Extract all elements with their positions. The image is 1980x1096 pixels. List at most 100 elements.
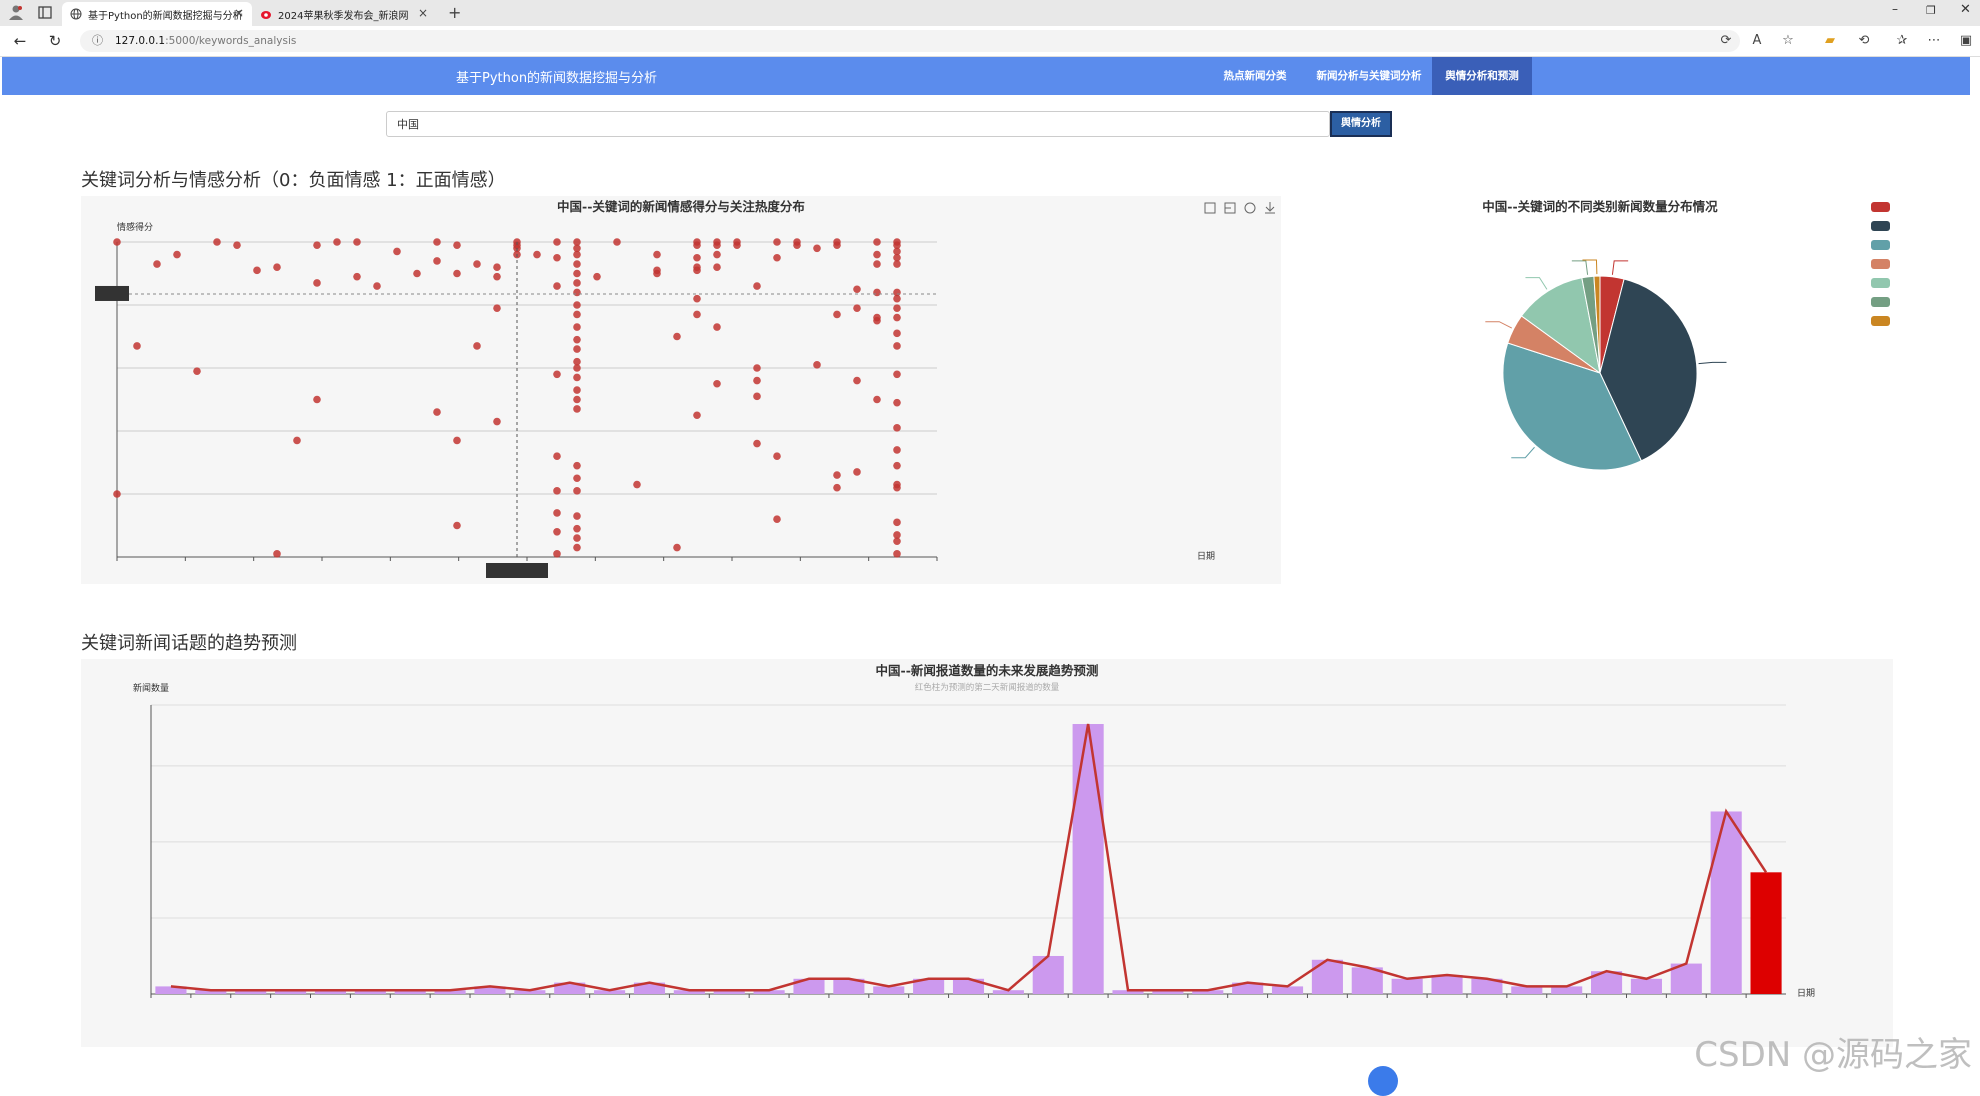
csdn-watermark: CSDN @源码之家 — [1694, 1035, 1972, 1075]
scatter-point — [393, 247, 401, 256]
profile-icon[interactable] — [8, 4, 24, 20]
scatter-point — [453, 241, 461, 249]
news-count-bar — [913, 978, 945, 994]
scatter-point — [573, 260, 581, 268]
scatter-point — [573, 386, 581, 394]
tab-news-analysis[interactable]: 基于Python的新闻数据挖掘与分析 × — [62, 2, 252, 26]
more-options-icon[interactable]: ⋯ — [1927, 33, 1941, 48]
close-window-icon[interactable]: ✕ — [1960, 2, 1971, 17]
floating-assistant-icon[interactable] — [1368, 1066, 1398, 1096]
news-count-bar — [554, 982, 586, 994]
scatter-point — [313, 279, 321, 287]
scatter-x-pointer-box — [486, 563, 548, 578]
scatter-point — [893, 424, 901, 432]
back-icon[interactable]: ← — [13, 32, 27, 50]
site-info-icon[interactable]: ⓘ — [92, 34, 103, 47]
scatter-point — [553, 282, 561, 290]
scatter-point — [773, 452, 781, 461]
news-count-bar — [1471, 978, 1503, 994]
scatter-point — [593, 272, 601, 281]
scatter-point — [853, 376, 861, 385]
restore-icon[interactable]: ❐ — [1926, 4, 1936, 17]
pie-legend-swatch — [1871, 202, 1890, 212]
close-tab-icon[interactable]: × — [417, 6, 428, 20]
scatter-point — [453, 436, 461, 445]
close-tab-icon[interactable]: × — [233, 6, 244, 20]
tab-sina[interactable]: 2024苹果秋季发布会_新浪网 × — [252, 2, 436, 26]
read-aloud-icon[interactable]: A — [1752, 33, 1762, 48]
scatter-point — [893, 550, 901, 558]
scatter-point — [693, 294, 701, 303]
scatter-y-pointer-box — [95, 285, 129, 301]
sentiment-analysis-button[interactable]: 舆情分析 — [1330, 111, 1392, 137]
extension-folder-icon[interactable]: ▰ — [1825, 33, 1835, 48]
pie-label-line — [1582, 259, 1598, 275]
minimize-icon[interactable]: – — [1892, 2, 1898, 16]
favorites-icon[interactable]: ✰ — [1896, 33, 1908, 48]
scatter-point — [233, 241, 241, 249]
scatter-point — [193, 367, 201, 375]
sina-logo-icon — [260, 8, 272, 20]
zoom-icon[interactable] — [1204, 202, 1216, 214]
keyword-search-input[interactable] — [386, 111, 1330, 137]
scatter-point — [493, 304, 501, 312]
news-count-bar — [1590, 971, 1623, 994]
bar-y-axis-label: 新闻数量 — [133, 682, 169, 694]
zoom-reset-icon[interactable] — [1224, 202, 1236, 214]
news-count-bar — [1032, 955, 1064, 994]
scatter-point — [573, 288, 581, 297]
scatter-point — [273, 263, 281, 271]
pie-slice — [1520, 277, 1601, 375]
scatter-point — [753, 439, 761, 448]
save-image-icon[interactable] — [1265, 202, 1275, 214]
translate-icon[interactable]: ⟳ — [1720, 33, 1732, 48]
scatter-point — [553, 238, 561, 246]
scatter-point — [573, 364, 581, 372]
restore-chart-icon[interactable] — [1244, 202, 1256, 214]
scatter-point — [433, 257, 441, 265]
nav-news-keyword-analysis[interactable]: 新闻分析与关键词分析 — [1316, 70, 1422, 82]
scatter-point — [773, 238, 781, 246]
scatter-point — [833, 483, 841, 492]
scatter-point — [573, 543, 581, 552]
scatter-point — [893, 247, 901, 256]
pie-legend-swatch — [1871, 297, 1890, 307]
news-count-bar — [594, 990, 626, 994]
url-field[interactable]: ⓘ 127.0.0.1:5000/keywords_analysis — [80, 30, 1740, 52]
scatter-point — [573, 357, 581, 366]
nav-hot-news-classification[interactable]: 热点新闻分类 — [1223, 70, 1287, 82]
bar-x-axis-label: 日期 — [1797, 988, 1815, 999]
sidebar-toggle-icon[interactable]: ▣ — [1959, 33, 1973, 48]
sync-icon[interactable]: ⟲ — [1858, 33, 1870, 48]
scatter-point — [473, 342, 481, 350]
favorite-star-icon[interactable]: ☆ — [1782, 33, 1794, 48]
news-count-bar — [673, 990, 705, 994]
new-tab-icon[interactable]: + — [448, 3, 462, 22]
news-count-bar — [833, 978, 865, 994]
scatter-point — [573, 534, 581, 542]
scatter-point — [893, 241, 901, 249]
scatter-point — [573, 373, 581, 382]
scatter-point — [573, 461, 581, 470]
nav-sentiment-prediction[interactable]: 舆情分析和预测 — [1432, 57, 1532, 95]
news-count-bar — [1710, 811, 1742, 994]
scatter-point — [813, 244, 821, 253]
scatter-point — [573, 301, 581, 309]
tab-actions-icon[interactable] — [38, 5, 52, 19]
news-count-bar — [713, 990, 745, 994]
scatter-point — [573, 279, 581, 287]
scatter-point — [573, 250, 581, 259]
scatter-point — [433, 238, 441, 246]
scatter-point — [893, 398, 901, 407]
scatter-point — [693, 310, 701, 319]
scatter-point — [673, 332, 681, 341]
news-count-bar — [1311, 959, 1343, 994]
browser-tab-bar: 基于Python的新闻数据挖掘与分析 × 2024苹果秋季发布会_新浪网 × +… — [0, 0, 1980, 26]
trend-bar-chart: 中国--新闻报道数量的未来发展趋势预测 红色柱为预测的第二天新闻报道的数量 新闻… — [133, 663, 1815, 999]
scatter-point — [453, 269, 461, 278]
scatter-point — [553, 509, 561, 517]
reload-icon[interactable]: ↻ — [48, 32, 62, 50]
scatter-point — [553, 487, 561, 495]
url-host: 127.0.0.1 — [115, 35, 166, 47]
app-header: 基于Python的新闻数据挖掘与分析 热点新闻分类 新闻分析与关键词分析 舆情分… — [2, 57, 1970, 95]
